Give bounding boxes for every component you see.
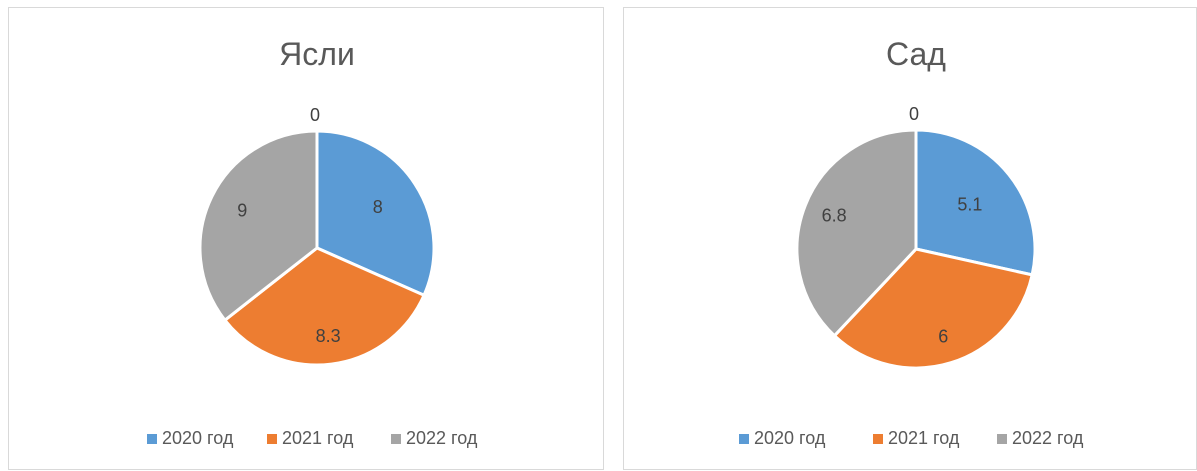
zero-data-label: 0	[310, 105, 320, 125]
legend-label: 2022 год	[1012, 428, 1084, 448]
legend-label: 2022 год	[406, 428, 478, 448]
data-label-2020: 8	[373, 197, 383, 217]
chart-title: Ясли	[279, 36, 355, 72]
chart-title: Сад	[886, 36, 946, 72]
legend-swatch	[147, 434, 157, 444]
pie-slice-2021	[832, 247, 1034, 370]
legend-label: 2020 год	[162, 428, 234, 448]
legend-item-2021: 2021 год	[267, 428, 354, 448]
legend-swatch	[873, 434, 883, 444]
legend-swatch	[997, 434, 1007, 444]
chart-panel-sad: Сад 0 5.1 6 6.8 2020 год 2021 год 2022 год	[623, 7, 1197, 470]
legend-swatch	[739, 434, 749, 444]
data-label-2021: 6	[938, 326, 948, 346]
chart-panel-yasli: Ясли 0 8 8.3 9 2020 год 2021 год 2022 год	[8, 7, 604, 470]
pie-slice-2022	[795, 128, 918, 338]
pie-slice-2022	[198, 129, 319, 322]
pie-chart-sad: Сад 0 5.1 6 6.8 2020 год 2021 год 2022 год	[739, 36, 1084, 448]
zero-data-label: 0	[909, 104, 919, 124]
legend-item-2022: 2022 год	[391, 428, 478, 448]
data-label-2020: 5.1	[957, 195, 982, 215]
legend-item-2020: 2020 год	[739, 428, 826, 448]
legend-item-2020: 2020 год	[147, 428, 234, 448]
pie-slice-2020	[914, 128, 1037, 277]
data-label-2022: 6.8	[822, 205, 847, 225]
pie-slice-2021	[223, 246, 426, 367]
pie-slice-2020	[315, 129, 436, 297]
data-label-2021: 8.3	[316, 326, 341, 346]
legend-swatch	[391, 434, 401, 444]
legend-label: 2021 год	[282, 428, 354, 448]
legend-item-2021: 2021 год	[873, 428, 960, 448]
data-label-2022: 9	[237, 200, 247, 220]
legend-label: 2020 год	[754, 428, 826, 448]
legend-label: 2021 год	[888, 428, 960, 448]
pie-chart-yasli: Ясли 0 8 8.3 9 2020 год 2021 год 2022 год	[147, 36, 478, 448]
legend-item-2022: 2022 год	[997, 428, 1084, 448]
legend-swatch	[267, 434, 277, 444]
